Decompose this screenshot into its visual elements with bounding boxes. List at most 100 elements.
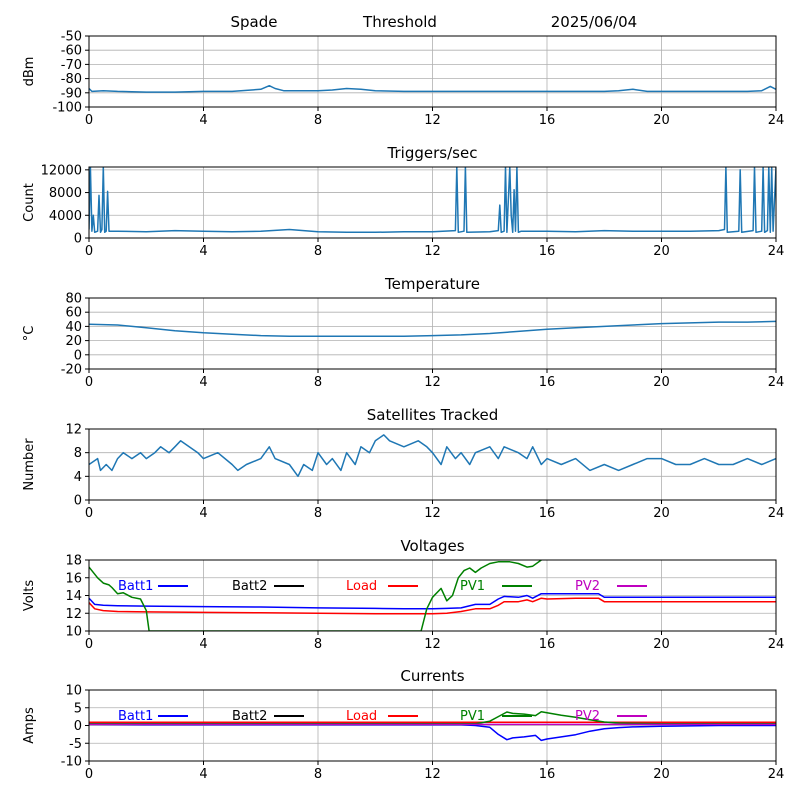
- x-tick-label: 16: [539, 375, 556, 390]
- series-line: [89, 320, 776, 338]
- x-tick-label: 0: [85, 375, 93, 390]
- x-tick-label: 24: [768, 375, 785, 390]
- legend-label-pv1: PV1: [460, 709, 485, 724]
- y-tick-label: 80: [65, 292, 82, 307]
- legend-label-batt2: Batt2: [232, 709, 267, 724]
- y-tick-label: 16: [65, 571, 82, 586]
- header-station: Spade: [231, 13, 278, 31]
- x-tick-label: 12: [424, 244, 441, 259]
- y-tick-label: 10: [65, 684, 82, 699]
- legend-label-batt2: Batt2: [232, 579, 267, 594]
- header-mode: Threshold: [362, 13, 437, 31]
- y-tick-label: 14: [65, 589, 82, 604]
- y-tick-label: -20: [61, 363, 82, 378]
- x-tick-label: 12: [424, 113, 441, 128]
- legend-label-batt1: Batt1: [118, 579, 153, 594]
- y-tick-label: 20: [65, 334, 82, 349]
- legend-label-load: Load: [346, 579, 377, 594]
- panel-voltages: 0 4 8 12 16 20 24 10 12 14 16 18 Voltages Volts Batt1 B…: [22, 537, 784, 652]
- y-tick-label: 12000: [41, 163, 82, 178]
- y-tick-label: 0: [74, 494, 82, 509]
- x-tick-label: 24: [768, 506, 785, 521]
- x-tick-label: 0: [85, 767, 93, 782]
- y-tick-label: 0: [74, 719, 82, 734]
- panel-title: Triggers/sec: [387, 144, 478, 162]
- panel-title: Temperature: [384, 275, 480, 293]
- y-tick-label: 10: [65, 625, 82, 640]
- x-tick-label: 16: [539, 244, 556, 259]
- panel-title: Currents: [400, 667, 464, 685]
- y-tick-label: 40: [65, 320, 82, 335]
- legend-label-batt1: Batt1: [118, 709, 153, 724]
- x-tick-label: 20: [653, 113, 670, 128]
- x-tick-label: 0: [85, 244, 93, 259]
- y-tick-label: -80: [61, 72, 82, 87]
- x-tick-label: 20: [653, 506, 670, 521]
- y-tick-label: 0: [74, 232, 82, 247]
- panel-triggers: 0 4 8 12 16 20 24 0 4000 8000 12000 Triggers/sec Cou…: [22, 144, 784, 259]
- y-tick-label: 0: [74, 348, 82, 363]
- x-tick-label: 4: [199, 767, 207, 782]
- x-tick-label: 4: [199, 113, 207, 128]
- x-tick-label: 20: [653, 244, 670, 259]
- y-tick-label: -10: [61, 755, 82, 770]
- x-tick-label: 24: [768, 637, 785, 652]
- x-tick-label: 8: [314, 767, 322, 782]
- x-tick-label: 20: [653, 637, 670, 652]
- panel-title: Satellites Tracked: [367, 406, 498, 424]
- series-line-batt1: [89, 592, 776, 610]
- series-line-load: [89, 597, 776, 615]
- legend-label-pv2: PV2: [575, 709, 600, 724]
- x-tick-label: 0: [85, 637, 93, 652]
- y-axis-label: Number: [22, 438, 37, 491]
- y-axis-label: dBm: [22, 57, 37, 87]
- panel-title: Voltages: [400, 537, 464, 555]
- panel-satellites: 0 4 8 12 16 20 24 0 4 8 12 Satellites Tracked Number: [22, 406, 784, 521]
- y-tick-label: 12: [65, 607, 82, 622]
- x-tick-label: 4: [199, 506, 207, 521]
- x-tick-label: 24: [768, 244, 785, 259]
- x-tick-label: 12: [424, 767, 441, 782]
- y-axis-label: Amps: [22, 707, 37, 744]
- x-tick-label: 12: [424, 637, 441, 652]
- x-tick-label: 20: [653, 375, 670, 390]
- x-tick-label: 0: [85, 506, 93, 521]
- y-tick-label: 4: [74, 470, 82, 485]
- y-tick-label: -50: [61, 30, 82, 45]
- legend-label-pv1: PV1: [460, 579, 485, 594]
- x-tick-label: 12: [424, 375, 441, 390]
- y-tick-label: 5: [74, 701, 82, 716]
- x-tick-label: 16: [539, 506, 556, 521]
- y-axis-label: Volts: [22, 580, 37, 612]
- series-line: [89, 434, 776, 478]
- x-tick-label: 4: [199, 637, 207, 652]
- series-line: [89, 167, 776, 234]
- x-tick-label: 20: [653, 767, 670, 782]
- x-tick-label: 8: [314, 244, 322, 259]
- legend-label-pv2: PV2: [575, 579, 600, 594]
- panel-rssi: 0 4 8 12 16 20 24 -100-90-80-70-60-50 dBm: [22, 30, 784, 129]
- x-tick-label: 24: [768, 113, 785, 128]
- x-tick-label: 0: [85, 113, 93, 128]
- legend-label-load: Load: [346, 709, 377, 724]
- x-tick-label: 16: [539, 113, 556, 128]
- x-tick-label: 4: [199, 375, 207, 390]
- y-tick-label: 60: [65, 306, 82, 321]
- y-axis-label: Count: [22, 183, 37, 222]
- y-tick-label: -5: [69, 737, 82, 752]
- x-tick-label: 16: [539, 637, 556, 652]
- y-tick-label: 4000: [49, 209, 82, 224]
- y-tick-label: -90: [61, 86, 82, 101]
- header-date: 2025/06/04: [551, 13, 637, 31]
- y-tick-label: -100: [52, 101, 82, 116]
- x-tick-label: 8: [314, 637, 322, 652]
- x-tick-label: 16: [539, 767, 556, 782]
- y-tick-label: 8000: [49, 186, 82, 201]
- y-tick-label: -60: [61, 44, 82, 59]
- y-axis-label: °C: [22, 326, 37, 342]
- x-tick-label: 12: [424, 506, 441, 521]
- series-line-pv1: [89, 560, 542, 631]
